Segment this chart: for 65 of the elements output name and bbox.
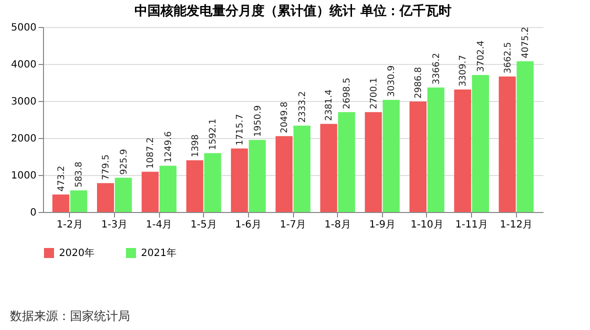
- x-tick-label: 1-2月: [56, 220, 83, 230]
- bar: [516, 61, 534, 212]
- data-label: 1087.2: [146, 137, 156, 169]
- bar: [142, 172, 159, 212]
- data-label: 925.9: [119, 148, 130, 175]
- bar: [204, 153, 222, 212]
- x-tick-label: 1-7月: [280, 220, 306, 230]
- data-label: 3662.5: [503, 42, 514, 74]
- x-tick-label: 1-6月: [235, 220, 262, 230]
- source-note: 数据来源：国家统计局: [10, 308, 130, 325]
- bar: [498, 76, 516, 212]
- bar: [52, 194, 70, 212]
- data-label: 3366.2: [432, 52, 442, 84]
- x-tick-label: 1-3月: [101, 220, 128, 230]
- bar: [293, 126, 310, 212]
- bar: [114, 178, 132, 212]
- bar: [320, 124, 338, 212]
- bar: [248, 140, 266, 212]
- x-tick-label: 1-5月: [190, 220, 217, 230]
- data-label: 779.5: [102, 154, 112, 180]
- data-label: 3702.4: [476, 40, 486, 72]
- bar: [230, 148, 248, 212]
- bar: [472, 75, 489, 212]
- x-tick-label: 1-12月: [500, 220, 533, 230]
- bar: [364, 112, 382, 212]
- y-tick-label: 3000: [11, 96, 36, 108]
- data-label: 2381.4: [324, 89, 335, 121]
- bar: [454, 90, 472, 212]
- bar: [70, 190, 88, 212]
- data-label: 1592.1: [208, 118, 219, 150]
- data-label: 1950.9: [253, 105, 264, 137]
- bar: [427, 87, 444, 212]
- y-tick-label: 4000: [11, 60, 36, 70]
- bar: [276, 136, 293, 212]
- data-label: 473.2: [56, 166, 67, 192]
- legend-label: 2020年: [59, 247, 94, 259]
- data-label: 1398: [190, 134, 201, 158]
- data-label: 2333.2: [298, 91, 308, 123]
- bar: [382, 100, 400, 212]
- y-tick-label: 5000: [11, 22, 36, 34]
- data-label: 3309.7: [458, 55, 469, 87]
- data-label: 4075.2: [521, 26, 532, 58]
- y-tick-label: 0: [30, 208, 36, 218]
- x-tick-label: 1-8月: [324, 220, 351, 230]
- y-tick-label: 1000: [11, 170, 36, 182]
- y-tick-label: 2000: [11, 134, 36, 144]
- bar: [186, 160, 204, 212]
- x-tick-label: 1-11月: [455, 220, 488, 230]
- data-label: 583.8: [74, 161, 85, 188]
- data-label: 1249.6: [164, 131, 174, 163]
- data-label: 3030.9: [387, 65, 398, 97]
- bar: [160, 166, 176, 212]
- bar: [410, 101, 426, 212]
- x-tick-label: 1-4月: [146, 220, 172, 230]
- bar: [338, 112, 356, 212]
- x-tick-label: 1-9月: [369, 220, 396, 230]
- legend-label: 2021年: [141, 247, 176, 259]
- data-label: 2698.5: [342, 78, 353, 110]
- x-tick-label: 1-10月: [410, 220, 444, 230]
- data-label: 2986.8: [414, 66, 424, 98]
- data-label: 2049.8: [280, 101, 290, 134]
- data-label: 1715.7: [235, 114, 246, 146]
- chart-title: 中国核能发电量分月度（累计值）统计 单位：亿千瓦时: [134, 3, 452, 19]
- data-label: 2700.1: [369, 78, 380, 110]
- bar: [97, 183, 114, 212]
